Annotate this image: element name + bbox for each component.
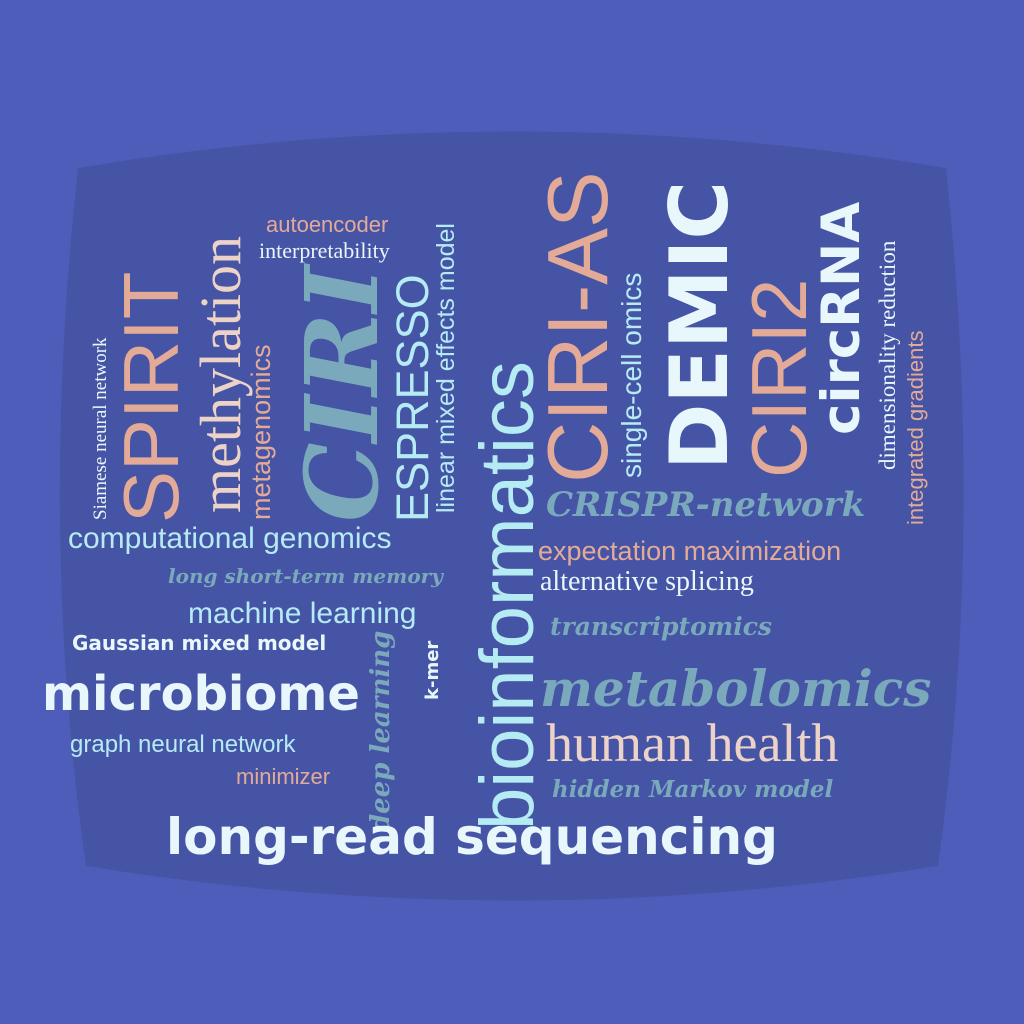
word-machine-learning: machine learning: [188, 597, 417, 630]
word-linear-mixed-effects-model: linear mixed effects model: [432, 223, 460, 513]
word-graph-neural-network: graph neural network: [70, 731, 296, 758]
word-dimensionality-reduction: dimensionality reduction: [875, 240, 900, 470]
word-hidden-markov-model: hidden Markov model: [552, 776, 834, 803]
word-gaussian-mixed-model: Gaussian mixed model: [72, 631, 327, 655]
word-interpretability: interpretability: [259, 238, 390, 263]
word-k-mer: k-mer: [422, 640, 443, 700]
word-circrna: circRNA: [811, 201, 872, 435]
word-autoencoder: autoencoder: [266, 212, 389, 237]
word-ciri2: CIRI2: [735, 278, 823, 478]
word-integrated-gradients: integrated gradients: [903, 330, 928, 525]
word-metabolomics: metabolomics: [540, 659, 932, 718]
word-human-health: human health: [546, 713, 839, 773]
word-demic: DEMIC: [653, 180, 746, 470]
word-crispr-network: CRISPR-network: [546, 485, 866, 525]
word-ciri-as: CIRI-AS: [531, 171, 626, 483]
word-ciri: CIRI: [283, 265, 401, 522]
cloud-shape: [59, 131, 964, 901]
word-single-cell-omics: single-cell omics: [616, 272, 647, 478]
word-metagenomics: metagenomics: [246, 344, 276, 520]
word-long-read-sequencing: long-read sequencing: [166, 808, 778, 866]
word-long-short-term-memory: long short-term memory: [168, 564, 443, 588]
word-computational-genomics: computational genomics: [68, 522, 392, 555]
word-minimizer: minimizer: [236, 764, 331, 789]
word-transcriptomics: transcriptomics: [550, 612, 773, 641]
word-microbiome: microbiome: [42, 666, 360, 722]
word-espresso: ESPRESSO: [387, 274, 438, 522]
word-expectation-maximization: expectation maximization: [538, 536, 842, 566]
word-spirit: SPIRIT: [107, 271, 195, 523]
word-alternative-splicing: alternative splicing: [540, 566, 754, 597]
word-methylation: methylation: [188, 235, 253, 513]
word-deep-learning: deep learning: [366, 630, 396, 832]
